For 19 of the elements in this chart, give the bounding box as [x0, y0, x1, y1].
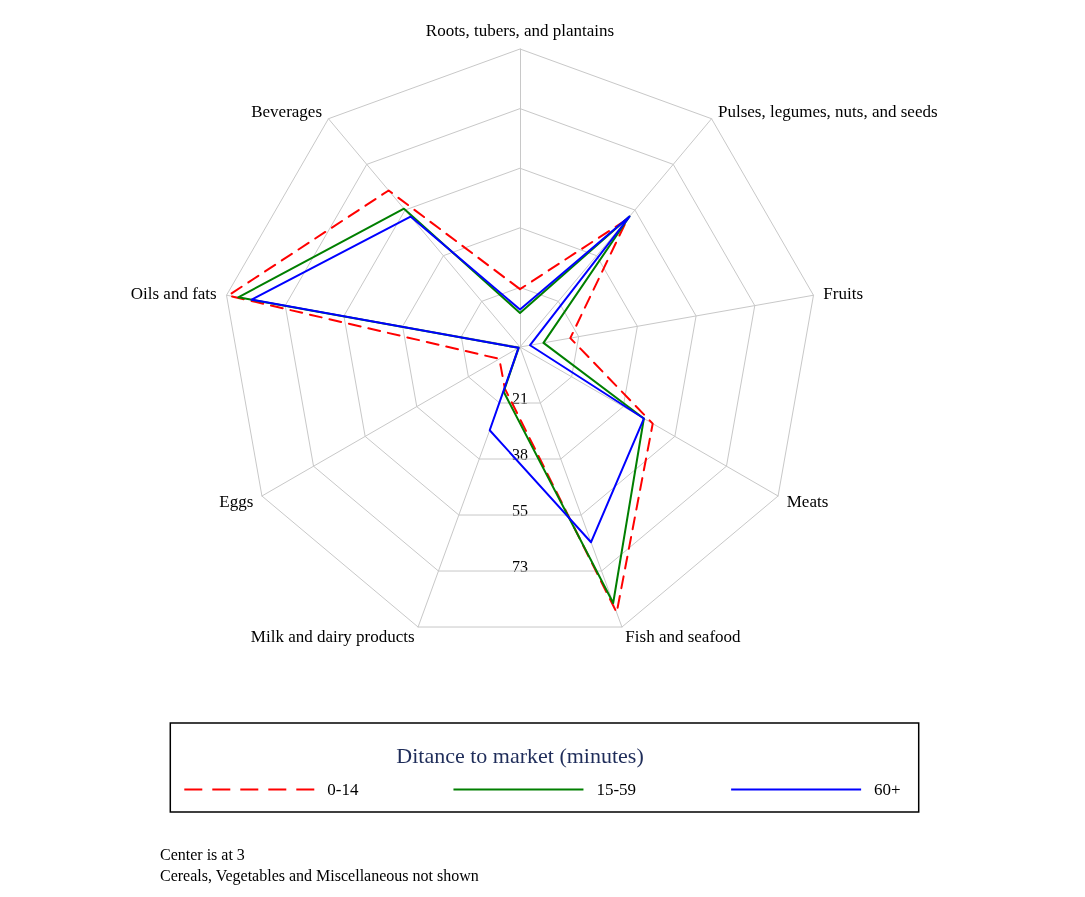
spoke-label: Meats	[786, 491, 829, 511]
y-tick-label: 55	[512, 501, 528, 519]
legend-label: 0-14	[327, 780, 359, 799]
y-tick-label: 38	[512, 445, 528, 463]
text: Cereals, Vegetables and Miscellaneous not shown	[160, 866, 479, 885]
legend-title: Ditance to market (minutes)	[396, 742, 644, 768]
legend-label: 15-59	[596, 780, 637, 799]
text: Center is at 3	[160, 845, 245, 863]
spoke-label: Oils and fats	[130, 284, 217, 304]
spoke-label: Beverages	[251, 101, 323, 121]
legend-label: 60+	[874, 780, 901, 799]
y-tick-label: 21	[512, 389, 528, 407]
spoke-label: Pulses, legumes, nuts, and seeds	[717, 101, 938, 121]
spoke-label: Fish and seafood	[625, 626, 742, 646]
spoke-label: Fruits	[823, 284, 864, 304]
spoke-label: Eggs	[219, 491, 254, 511]
spoke-label: Roots, tubers, and plantains	[425, 21, 615, 40]
spoke-label: Milk and dairy products	[250, 626, 415, 646]
y-tick-label: 73	[512, 557, 528, 575]
